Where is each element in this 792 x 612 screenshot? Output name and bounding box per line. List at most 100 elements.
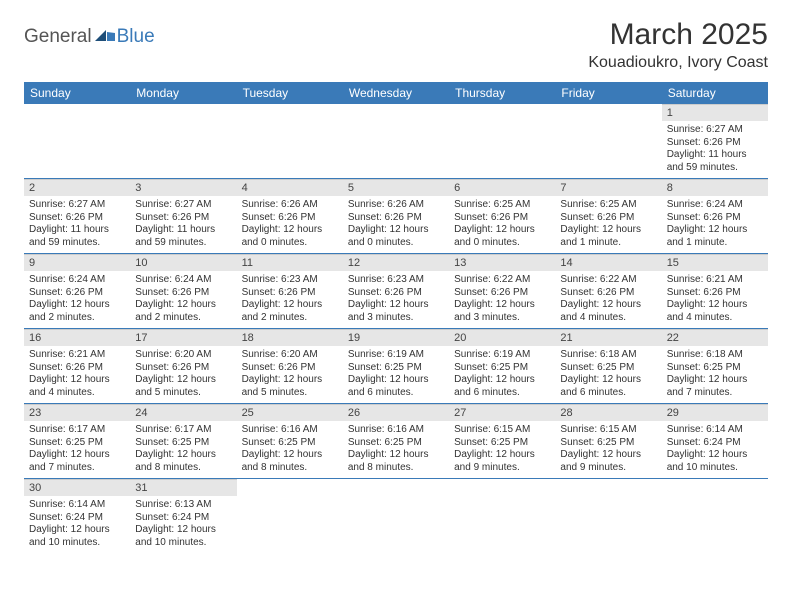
calendar-cell: 3Sunrise: 6:27 AMSunset: 6:26 PMDaylight… xyxy=(130,179,236,254)
day-body: Sunrise: 6:15 AMSunset: 6:25 PMDaylight:… xyxy=(555,421,661,478)
sunrise-text: Sunrise: 6:22 AM xyxy=(560,274,656,287)
calendar-week-row: 2Sunrise: 6:27 AMSunset: 6:26 PMDaylight… xyxy=(24,179,768,254)
day-number: 21 xyxy=(555,329,661,346)
daylight-text: Daylight: 12 hours and 6 minutes. xyxy=(454,374,550,399)
day-number: 15 xyxy=(662,254,768,271)
day-header: Monday xyxy=(130,82,236,104)
day-body: Sunrise: 6:17 AMSunset: 6:25 PMDaylight:… xyxy=(130,421,236,478)
day-body: Sunrise: 6:27 AMSunset: 6:26 PMDaylight:… xyxy=(24,196,130,253)
sunset-text: Sunset: 6:26 PM xyxy=(560,212,656,225)
day-body: Sunrise: 6:23 AMSunset: 6:26 PMDaylight:… xyxy=(237,271,343,328)
day-body: Sunrise: 6:22 AMSunset: 6:26 PMDaylight:… xyxy=(555,271,661,328)
sunrise-text: Sunrise: 6:16 AM xyxy=(348,424,444,437)
sunset-text: Sunset: 6:25 PM xyxy=(29,437,125,450)
sunrise-text: Sunrise: 6:15 AM xyxy=(454,424,550,437)
day-number: 14 xyxy=(555,254,661,271)
daylight-text: Daylight: 12 hours and 0 minutes. xyxy=(348,224,444,249)
day-body: Sunrise: 6:25 AMSunset: 6:26 PMDaylight:… xyxy=(555,196,661,253)
calendar-cell xyxy=(343,479,449,554)
day-number: 25 xyxy=(237,404,343,421)
calendar-cell xyxy=(555,479,661,554)
day-number: 6 xyxy=(449,179,555,196)
calendar-cell: 7Sunrise: 6:25 AMSunset: 6:26 PMDaylight… xyxy=(555,179,661,254)
daylight-text: Daylight: 12 hours and 2 minutes. xyxy=(135,299,231,324)
calendar-cell: 31Sunrise: 6:13 AMSunset: 6:24 PMDayligh… xyxy=(130,479,236,554)
day-header: Wednesday xyxy=(343,82,449,104)
daylight-text: Daylight: 12 hours and 5 minutes. xyxy=(135,374,231,399)
day-number: 18 xyxy=(237,329,343,346)
sunset-text: Sunset: 6:24 PM xyxy=(29,512,125,525)
daylight-text: Daylight: 12 hours and 9 minutes. xyxy=(454,449,550,474)
sunrise-text: Sunrise: 6:15 AM xyxy=(560,424,656,437)
calendar-cell: 4Sunrise: 6:26 AMSunset: 6:26 PMDaylight… xyxy=(237,179,343,254)
day-number: 9 xyxy=(24,254,130,271)
day-number: 13 xyxy=(449,254,555,271)
daylight-text: Daylight: 12 hours and 7 minutes. xyxy=(667,374,763,399)
day-header-row: Sunday Monday Tuesday Wednesday Thursday… xyxy=(24,82,768,104)
logo-text-general: General xyxy=(24,26,92,48)
sunrise-text: Sunrise: 6:24 AM xyxy=(667,199,763,212)
sunrise-text: Sunrise: 6:27 AM xyxy=(667,124,763,137)
daylight-text: Daylight: 12 hours and 8 minutes. xyxy=(242,449,338,474)
calendar-cell: 11Sunrise: 6:23 AMSunset: 6:26 PMDayligh… xyxy=(237,254,343,329)
calendar-week-row: 9Sunrise: 6:24 AMSunset: 6:26 PMDaylight… xyxy=(24,254,768,329)
sunrise-text: Sunrise: 6:26 AM xyxy=(348,199,444,212)
sunset-text: Sunset: 6:25 PM xyxy=(454,362,550,375)
sunset-text: Sunset: 6:26 PM xyxy=(242,287,338,300)
logo-text-blue: Blue xyxy=(117,26,155,48)
daylight-text: Daylight: 12 hours and 8 minutes. xyxy=(348,449,444,474)
calendar-cell: 27Sunrise: 6:15 AMSunset: 6:25 PMDayligh… xyxy=(449,404,555,479)
day-number: 7 xyxy=(555,179,661,196)
sunset-text: Sunset: 6:26 PM xyxy=(29,362,125,375)
day-header: Saturday xyxy=(662,82,768,104)
day-body: Sunrise: 6:18 AMSunset: 6:25 PMDaylight:… xyxy=(555,346,661,403)
daylight-text: Daylight: 12 hours and 4 minutes. xyxy=(29,374,125,399)
daylight-text: Daylight: 12 hours and 5 minutes. xyxy=(242,374,338,399)
calendar-cell xyxy=(449,479,555,554)
day-number: 28 xyxy=(555,404,661,421)
daylight-text: Daylight: 12 hours and 10 minutes. xyxy=(29,524,125,549)
calendar-cell: 16Sunrise: 6:21 AMSunset: 6:26 PMDayligh… xyxy=(24,329,130,404)
calendar-cell: 5Sunrise: 6:26 AMSunset: 6:26 PMDaylight… xyxy=(343,179,449,254)
location-label: Kouadioukro, Ivory Coast xyxy=(588,54,768,72)
calendar-cell: 9Sunrise: 6:24 AMSunset: 6:26 PMDaylight… xyxy=(24,254,130,329)
calendar-cell: 13Sunrise: 6:22 AMSunset: 6:26 PMDayligh… xyxy=(449,254,555,329)
day-body: Sunrise: 6:22 AMSunset: 6:26 PMDaylight:… xyxy=(449,271,555,328)
sunrise-text: Sunrise: 6:24 AM xyxy=(135,274,231,287)
sunrise-text: Sunrise: 6:19 AM xyxy=(348,349,444,362)
daylight-text: Daylight: 12 hours and 6 minutes. xyxy=(560,374,656,399)
daylight-text: Daylight: 12 hours and 0 minutes. xyxy=(242,224,338,249)
sunrise-text: Sunrise: 6:16 AM xyxy=(242,424,338,437)
sunset-text: Sunset: 6:25 PM xyxy=(242,437,338,450)
calendar-week-row: 16Sunrise: 6:21 AMSunset: 6:26 PMDayligh… xyxy=(24,329,768,404)
calendar-cell xyxy=(237,104,343,179)
sunrise-text: Sunrise: 6:14 AM xyxy=(29,499,125,512)
day-number: 3 xyxy=(130,179,236,196)
daylight-text: Daylight: 12 hours and 6 minutes. xyxy=(348,374,444,399)
day-body: Sunrise: 6:27 AMSunset: 6:26 PMDaylight:… xyxy=(130,196,236,253)
day-body: Sunrise: 6:26 AMSunset: 6:26 PMDaylight:… xyxy=(343,196,449,253)
daylight-text: Daylight: 12 hours and 2 minutes. xyxy=(29,299,125,324)
calendar-table: Sunday Monday Tuesday Wednesday Thursday… xyxy=(24,82,768,553)
calendar-cell xyxy=(343,104,449,179)
day-number: 12 xyxy=(343,254,449,271)
sunrise-text: Sunrise: 6:23 AM xyxy=(348,274,444,287)
calendar-cell: 30Sunrise: 6:14 AMSunset: 6:24 PMDayligh… xyxy=(24,479,130,554)
day-body: Sunrise: 6:19 AMSunset: 6:25 PMDaylight:… xyxy=(449,346,555,403)
day-body: Sunrise: 6:24 AMSunset: 6:26 PMDaylight:… xyxy=(662,196,768,253)
header: General Blue March 2025 Kouadioukro, Ivo… xyxy=(24,18,768,72)
day-number: 23 xyxy=(24,404,130,421)
sunset-text: Sunset: 6:25 PM xyxy=(348,437,444,450)
day-body: Sunrise: 6:24 AMSunset: 6:26 PMDaylight:… xyxy=(24,271,130,328)
day-body: Sunrise: 6:16 AMSunset: 6:25 PMDaylight:… xyxy=(343,421,449,478)
day-body: Sunrise: 6:13 AMSunset: 6:24 PMDaylight:… xyxy=(130,496,236,553)
sunset-text: Sunset: 6:26 PM xyxy=(135,212,231,225)
calendar-cell: 21Sunrise: 6:18 AMSunset: 6:25 PMDayligh… xyxy=(555,329,661,404)
calendar-cell: 14Sunrise: 6:22 AMSunset: 6:26 PMDayligh… xyxy=(555,254,661,329)
calendar-cell: 12Sunrise: 6:23 AMSunset: 6:26 PMDayligh… xyxy=(343,254,449,329)
calendar-cell: 24Sunrise: 6:17 AMSunset: 6:25 PMDayligh… xyxy=(130,404,236,479)
logo: General Blue xyxy=(24,26,155,48)
sunset-text: Sunset: 6:25 PM xyxy=(454,437,550,450)
calendar-cell: 20Sunrise: 6:19 AMSunset: 6:25 PMDayligh… xyxy=(449,329,555,404)
daylight-text: Daylight: 11 hours and 59 minutes. xyxy=(29,224,125,249)
